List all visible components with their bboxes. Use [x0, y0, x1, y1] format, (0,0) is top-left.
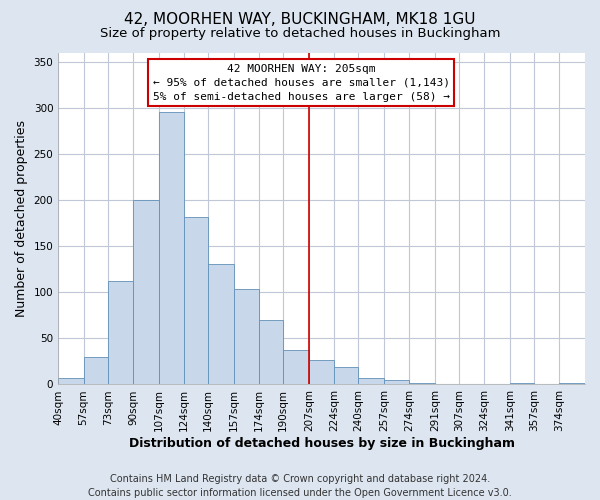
Text: Size of property relative to detached houses in Buckingham: Size of property relative to detached ho… — [100, 28, 500, 40]
Bar — [409, 382, 435, 384]
Y-axis label: Number of detached properties: Number of detached properties — [15, 120, 28, 317]
Text: Contains HM Land Registry data © Crown copyright and database right 2024.
Contai: Contains HM Land Registry data © Crown c… — [88, 474, 512, 498]
Text: 42 MOORHEN WAY: 205sqm
← 95% of detached houses are smaller (1,143)
5% of semi-d: 42 MOORHEN WAY: 205sqm ← 95% of detached… — [153, 64, 450, 102]
Bar — [83, 357, 107, 384]
Bar — [184, 216, 208, 384]
Bar — [208, 264, 234, 384]
Bar — [334, 367, 358, 384]
Text: 42, MOORHEN WAY, BUCKINGHAM, MK18 1GU: 42, MOORHEN WAY, BUCKINGHAM, MK18 1GU — [124, 12, 476, 28]
Bar — [384, 380, 409, 384]
Bar — [107, 281, 133, 384]
Bar — [309, 360, 334, 384]
Bar — [133, 200, 159, 384]
Bar — [259, 320, 283, 384]
Bar — [510, 382, 534, 384]
Bar — [159, 112, 184, 384]
Bar — [58, 378, 83, 384]
Bar — [234, 290, 259, 384]
X-axis label: Distribution of detached houses by size in Buckingham: Distribution of detached houses by size … — [128, 437, 515, 450]
Bar — [559, 382, 585, 384]
Bar — [283, 350, 309, 384]
Bar — [358, 378, 384, 384]
